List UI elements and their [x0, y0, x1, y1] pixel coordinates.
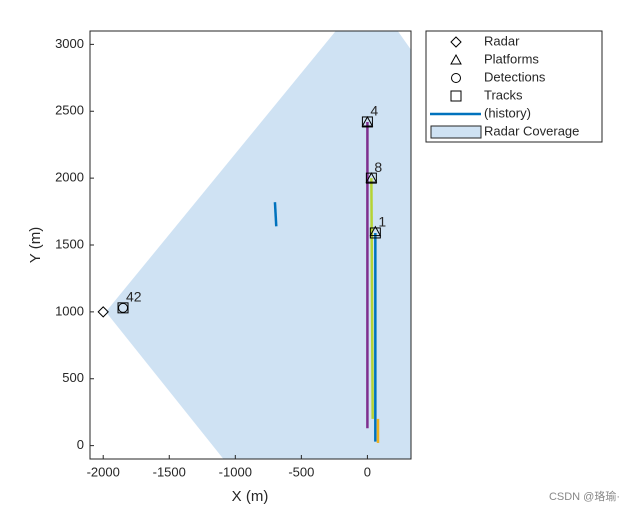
legend-label: Tracks [484, 87, 523, 102]
y-tick-label: 0 [77, 437, 84, 452]
y-tick-label: 3000 [55, 36, 84, 51]
x-tick-label: -2000 [87, 464, 120, 479]
y-tick-label: 1000 [55, 303, 84, 318]
track-history [370, 178, 374, 419]
x-tick-label: -1000 [219, 464, 252, 479]
y-tick-label: 1500 [55, 236, 84, 251]
legend-box [425, 30, 603, 143]
diamond-marker [97, 306, 109, 318]
y-tick-label: 2000 [55, 170, 84, 185]
legend-label: Radar [484, 33, 520, 48]
y-tick-label: 500 [62, 370, 84, 385]
track-label: 42 [126, 289, 142, 305]
legend-patch [430, 125, 482, 139]
legend-label: Detections [484, 69, 546, 84]
square-marker [361, 116, 373, 128]
triangle-marker [365, 172, 378, 183]
x-tick-label: 0 [364, 464, 371, 479]
x-tick-label: -1500 [153, 464, 186, 479]
radar-coverage [105, 31, 411, 459]
square-marker [365, 172, 377, 184]
legend-label: Platforms [484, 51, 539, 66]
track-label: 8 [374, 159, 382, 175]
track-label: 1 [378, 214, 386, 230]
y-tick-label: 2500 [55, 103, 84, 118]
square-marker [117, 302, 129, 314]
legend-label: Radar Coverage [484, 123, 579, 138]
triangle-marker [369, 225, 382, 237]
legend-marker [451, 73, 461, 83]
legend-marker [450, 53, 462, 65]
track-history [273, 202, 278, 227]
legend-label: (history) [484, 105, 531, 120]
x-axis-label: X (m) [232, 488, 269, 505]
legend-marker [450, 90, 462, 102]
x-tick-label: -500 [288, 464, 314, 479]
triangle-marker [361, 115, 374, 127]
legend-marker [450, 36, 462, 48]
watermark: CSDN @珞瑜· [549, 489, 620, 503]
track-label: 4 [370, 103, 378, 119]
square-marker [369, 227, 381, 239]
y-axis-label: Y (m) [27, 227, 44, 263]
